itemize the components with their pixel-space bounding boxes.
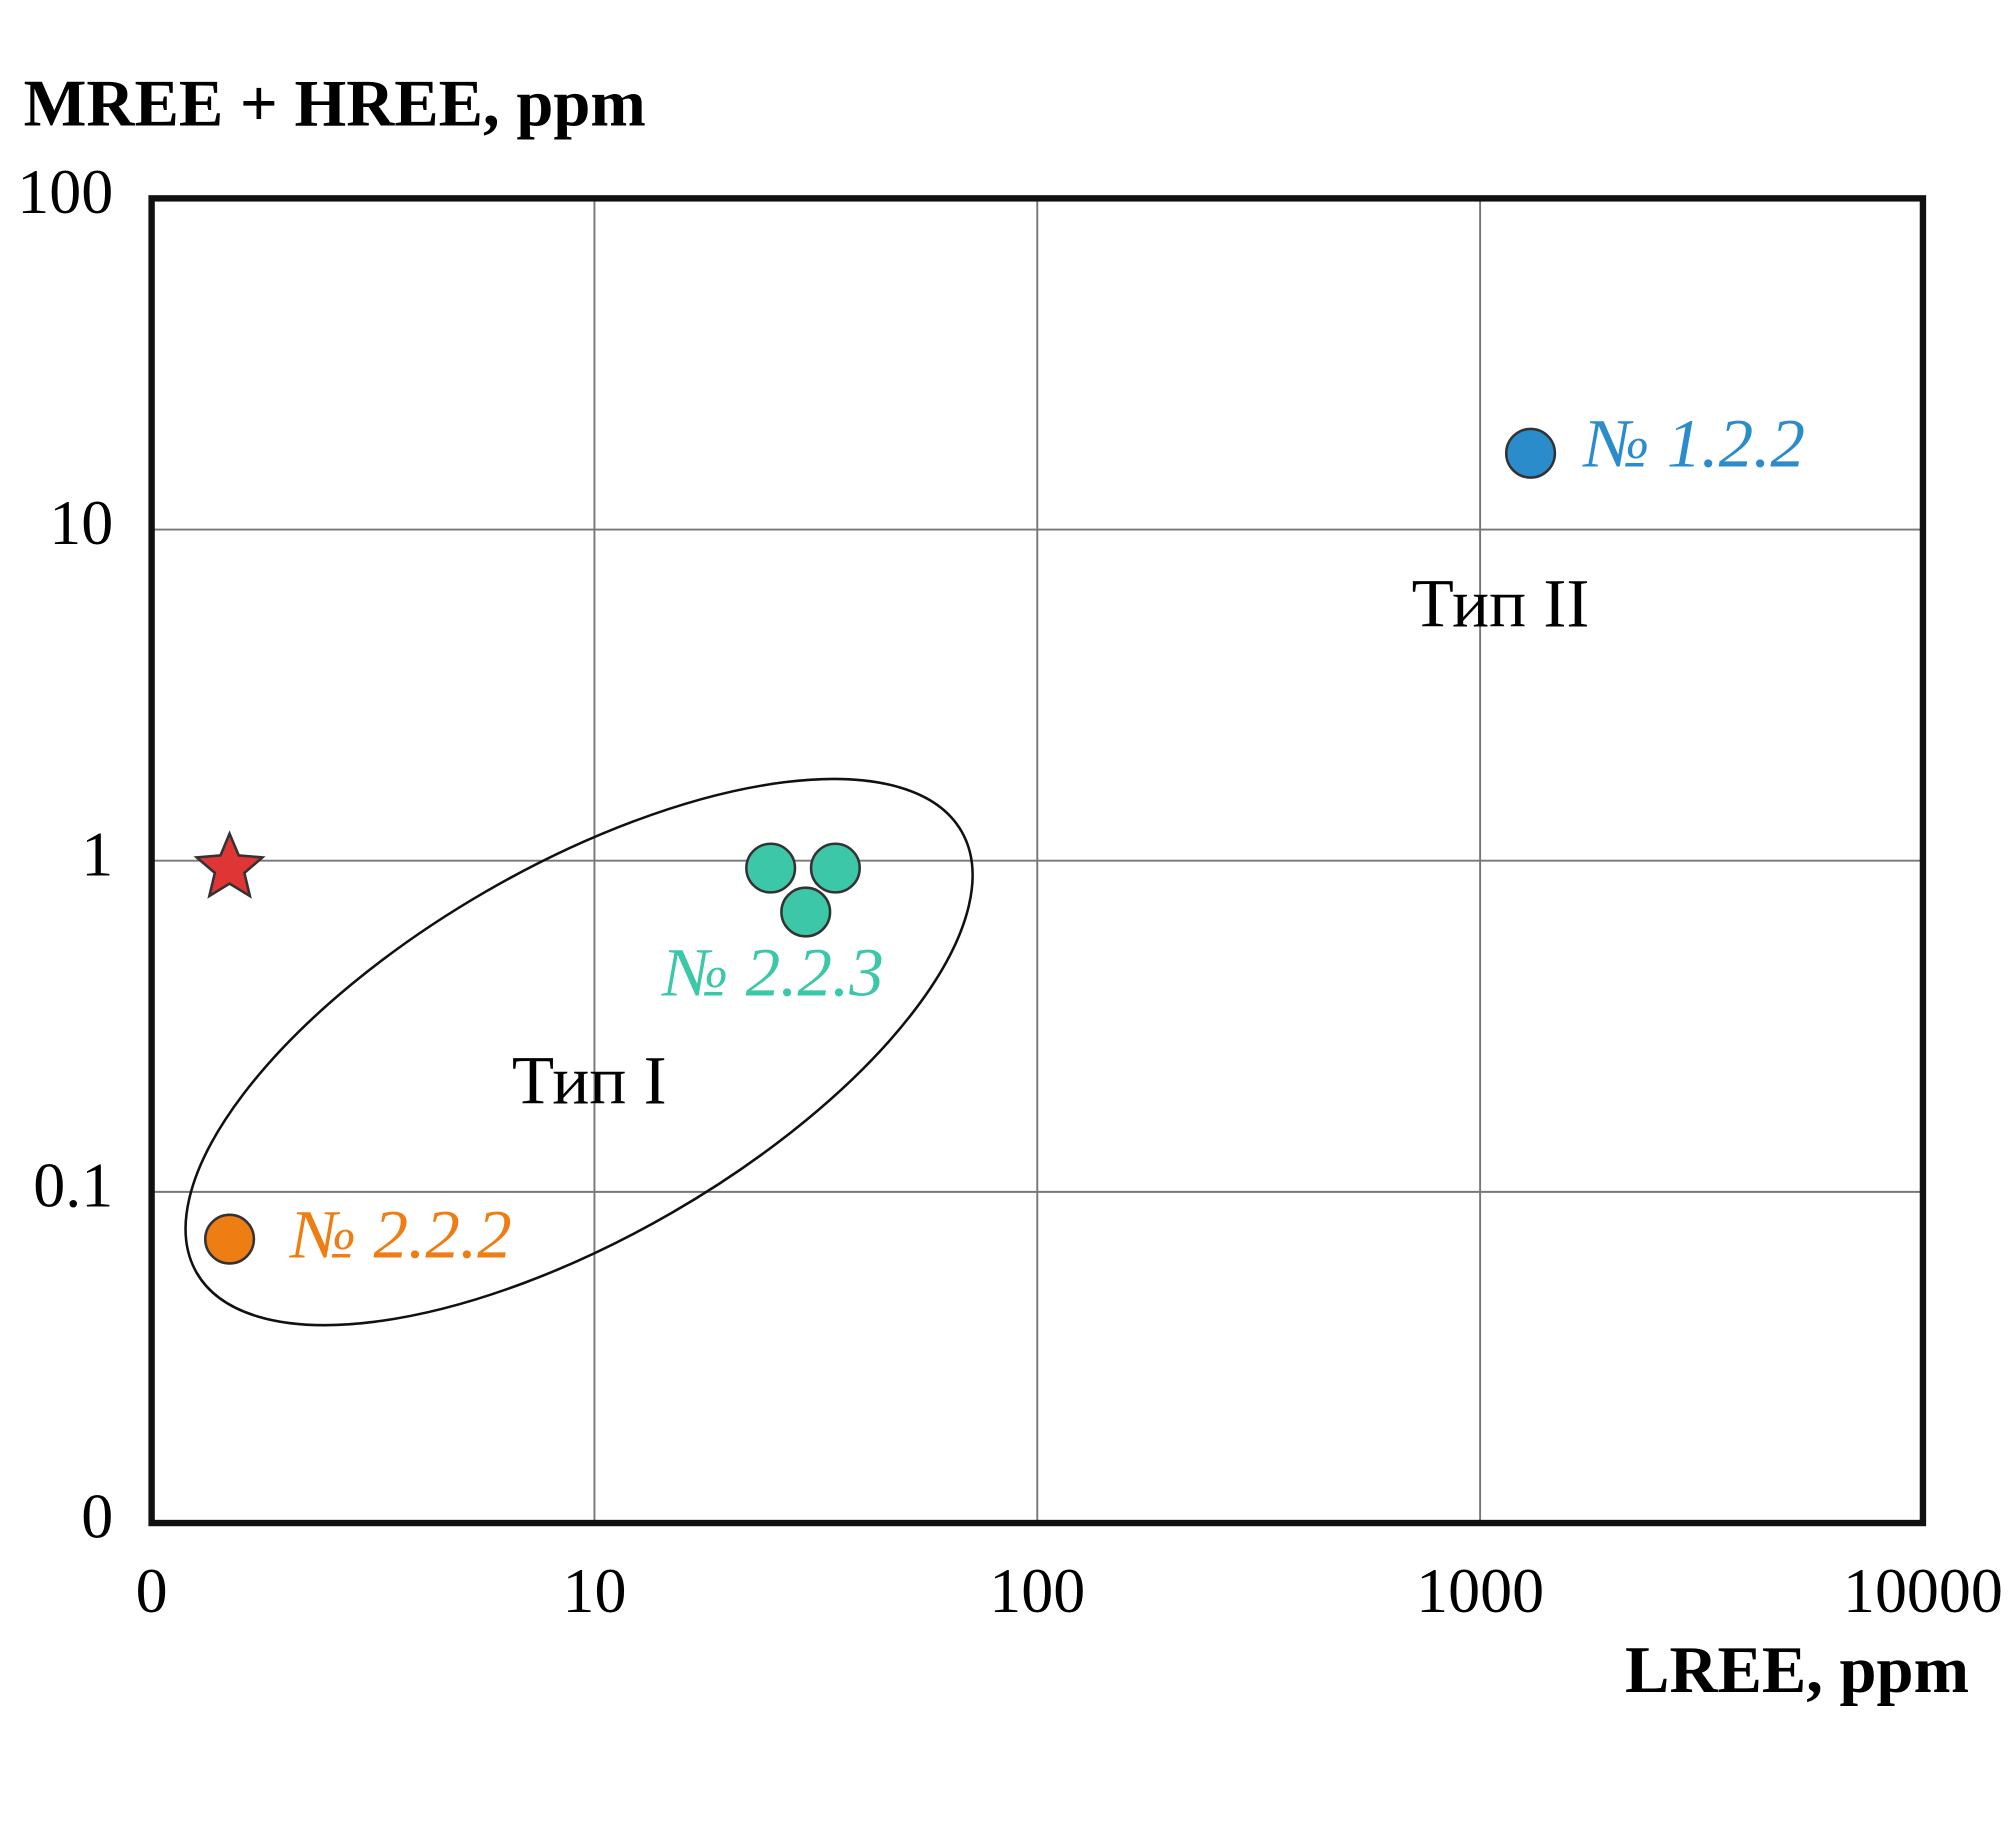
point (809, 842, 861, 894)
annotation: Тип II (1412, 564, 1590, 641)
x-tick-label: 100 (989, 1555, 1085, 1626)
star-point (193, 830, 266, 899)
point-label: № 2.2.2 (289, 1196, 512, 1273)
y-tick-label: 0.1 (33, 1150, 113, 1221)
point (1504, 427, 1557, 479)
point (745, 842, 797, 894)
y-tick-label: 1 (81, 818, 113, 889)
point-label: № 2.2.3 (661, 933, 884, 1010)
point-label: № 1.2.2 (1582, 405, 1805, 482)
x-tick-label: 1000 (1416, 1555, 1544, 1626)
y-tick-label: 10 (49, 487, 113, 558)
y-axis-label: MREE + HREE, ppm (24, 67, 646, 140)
y-tick-label: 100 (17, 156, 113, 227)
annotation: Тип I (512, 1042, 667, 1119)
x-tick-label: 10000 (1843, 1555, 2003, 1626)
x-axis-label: LREE, ppm (1625, 1634, 1969, 1707)
y-tick-label: 0 (81, 1481, 113, 1552)
x-tick-label: 0 (136, 1555, 168, 1626)
point (780, 886, 832, 938)
type-region (184, 777, 974, 1327)
plot-frame (148, 195, 1927, 1527)
point (203, 1213, 256, 1265)
x-tick-label: 10 (562, 1555, 626, 1626)
